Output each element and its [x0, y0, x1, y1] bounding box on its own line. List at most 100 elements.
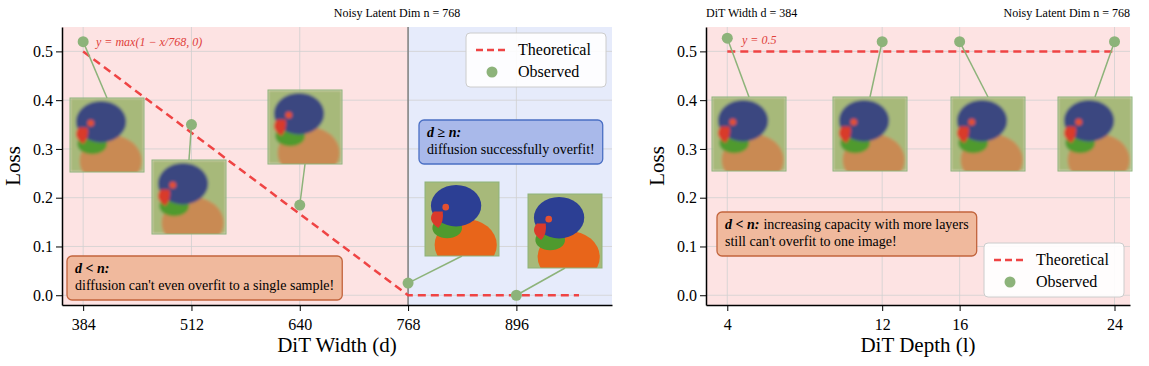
y-tick: 0.3 [33, 141, 62, 158]
connector [1095, 42, 1115, 97]
sample-image [528, 194, 602, 283]
image-eye [850, 119, 857, 126]
axis-line [707, 305, 1131, 307]
annotation-frame [419, 120, 603, 164]
subtitle: DiT Width d = 384 [706, 6, 797, 20]
image-frame [152, 160, 226, 234]
connector [408, 256, 462, 283]
image-eye [545, 216, 552, 223]
x-tick-label: 512 [180, 316, 204, 333]
y-axis-title: Loss [645, 146, 669, 186]
y-tick-label: 0.0 [33, 287, 53, 304]
y-tick-mark [700, 149, 706, 150]
connector [516, 268, 565, 295]
title: Noisy Latent Dim n = 768 [334, 6, 460, 20]
theoretical-line [727, 50, 1114, 53]
legend: Theoretical Observed [984, 243, 1124, 297]
y-tick-mark [700, 100, 706, 101]
y-tick-label: 0.0 [677, 287, 697, 304]
image-beak [431, 212, 443, 228]
observed-point [294, 200, 305, 211]
y-tick-mark [700, 246, 706, 247]
image-beak [534, 224, 546, 240]
x-tick-label: 896 [505, 316, 529, 333]
observed-point [877, 36, 888, 47]
figure: 3845126407688960.00.10.20.30.40.5y = max… [0, 0, 1149, 366]
x-axis-title: DiT Width (d) [277, 333, 397, 357]
region-below [62, 27, 408, 305]
y-tick-label: 0.3 [677, 141, 697, 158]
annotation-heading: d < n: [725, 217, 759, 232]
x-tick: 12 [875, 305, 891, 333]
observed-point [954, 36, 965, 47]
image-frame [951, 97, 1025, 171]
y-tick-label: 0.4 [33, 92, 53, 109]
x-tick-mark [727, 305, 728, 311]
legend-swatch [994, 259, 1026, 262]
sample-image [951, 97, 1025, 186]
chart-panel: 3845126407688960.00.10.20.30.40.5y = max… [1, 6, 613, 357]
y-axis: 0.00.10.20.30.40.5 [677, 28, 707, 306]
y-tick-label: 0.1 [33, 238, 53, 255]
connector [83, 42, 107, 98]
image-frame [268, 90, 342, 164]
y-tick: 0.1 [677, 238, 706, 255]
x-tick: 896 [505, 305, 529, 333]
image-frame [425, 182, 499, 256]
formula-label: y = max(1 − x/768, 0) [95, 35, 202, 49]
y-tick: 0.0 [33, 287, 62, 304]
sample-image [425, 182, 499, 271]
sample-image [152, 160, 226, 249]
annotation-frame [717, 212, 977, 256]
sample-image [268, 90, 342, 179]
y-tick: 0.5 [677, 43, 706, 60]
x-axis: 4121624 [707, 305, 1131, 333]
y-axis-title: Loss [1, 146, 25, 186]
annotation-frame [67, 256, 342, 300]
annotation-heading: d ≥ n: [427, 125, 461, 140]
legend-label: Theoretical [1036, 251, 1109, 268]
x-tick-mark [191, 305, 192, 311]
image-eye [968, 119, 975, 126]
title: Noisy Latent Dim n = 768 [1004, 6, 1130, 20]
x-tick-label: 768 [397, 316, 421, 333]
x-tick-mark [882, 305, 883, 311]
annotation-text: diffusion successfully overfit! [427, 142, 595, 157]
x-tick-label: 12 [875, 316, 891, 333]
y-tick-label: 0.3 [33, 141, 53, 158]
axis-line [706, 28, 708, 306]
image-beak [274, 120, 286, 136]
connector [727, 38, 749, 97]
y-tick: 0.4 [33, 92, 62, 109]
sample-image [1058, 97, 1132, 186]
legend-label: Theoretical [518, 41, 591, 58]
image-beak [839, 127, 851, 143]
y-tick-mark [56, 100, 62, 101]
x-tick: 640 [288, 305, 312, 333]
y-tick-label: 0.4 [677, 92, 697, 109]
region-above [408, 27, 612, 305]
grid-line-y [706, 197, 1130, 198]
x-tick-label: 4 [724, 316, 732, 333]
y-tick-label: 0.2 [33, 189, 53, 206]
y-tick: 0.4 [677, 92, 706, 109]
x-tick: 4 [724, 305, 732, 333]
legend-label: Observed [1036, 273, 1097, 290]
legend: TheoreticalObserved [466, 33, 606, 87]
y-tick-mark [56, 198, 62, 199]
connector [870, 42, 882, 97]
x-tick: 768 [397, 305, 421, 333]
marks [727, 51, 1114, 52]
y-tick: 0.2 [33, 189, 62, 206]
observed-point [186, 119, 197, 130]
x-tick-label: 640 [288, 316, 312, 333]
legend-frame [984, 243, 1124, 297]
observed-point [1109, 36, 1120, 47]
legend-swatch [476, 49, 508, 52]
connector [960, 42, 988, 97]
y-tick-mark [56, 149, 62, 150]
chart-panel: 41216240.00.10.20.30.40.5y = 0.5d < n:in… [645, 6, 1132, 357]
x-tick-label: 16 [952, 316, 968, 333]
image-eye [169, 182, 176, 189]
y-tick-mark [700, 295, 706, 296]
